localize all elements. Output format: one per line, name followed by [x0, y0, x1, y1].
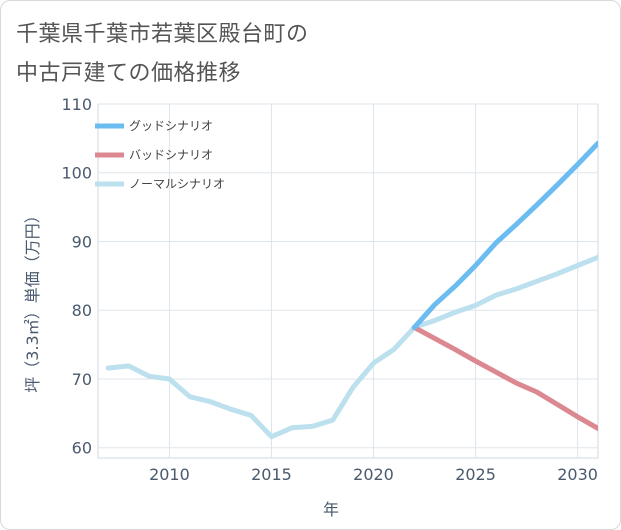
series-line-normal: [105, 254, 598, 440]
x-tick-label: 2015: [251, 465, 292, 484]
y-tick-label: 100: [61, 164, 92, 183]
series-line-good: [411, 140, 598, 330]
axis-ticks: 2010 2015 2020 2025 2030 60 70 80 90 100 110: [61, 95, 597, 484]
y-axis-title: 坪（3.3㎡）単価（万円）: [23, 207, 42, 392]
legend-label-bad: バッドシナリオ: [129, 148, 213, 162]
y-tick-label: 80: [72, 301, 92, 320]
legend-label-normal: ノーマルシナリオ: [129, 177, 225, 191]
y-tick-label: 70: [72, 370, 92, 389]
legend-label-good: グッドシナリオ: [129, 119, 213, 133]
series-line-bad: [411, 324, 598, 431]
series-layer: [105, 140, 598, 440]
x-tick-label: 2010: [149, 465, 190, 484]
y-tick-label: 110: [61, 95, 92, 114]
x-tick-label: 2025: [455, 465, 496, 484]
chart-title-line-2: 中古戸建ての価格推移: [16, 61, 242, 86]
x-tick-label: 2020: [353, 465, 394, 484]
x-axis-title: 年: [323, 500, 339, 519]
y-tick-label: 90: [72, 232, 92, 251]
grid-lines: [98, 103, 598, 458]
chart-title-line-1: 千葉県千葉市若葉区殿台町の: [16, 22, 309, 47]
x-tick-label: 2030: [557, 465, 598, 484]
y-tick-label: 60: [72, 439, 92, 458]
